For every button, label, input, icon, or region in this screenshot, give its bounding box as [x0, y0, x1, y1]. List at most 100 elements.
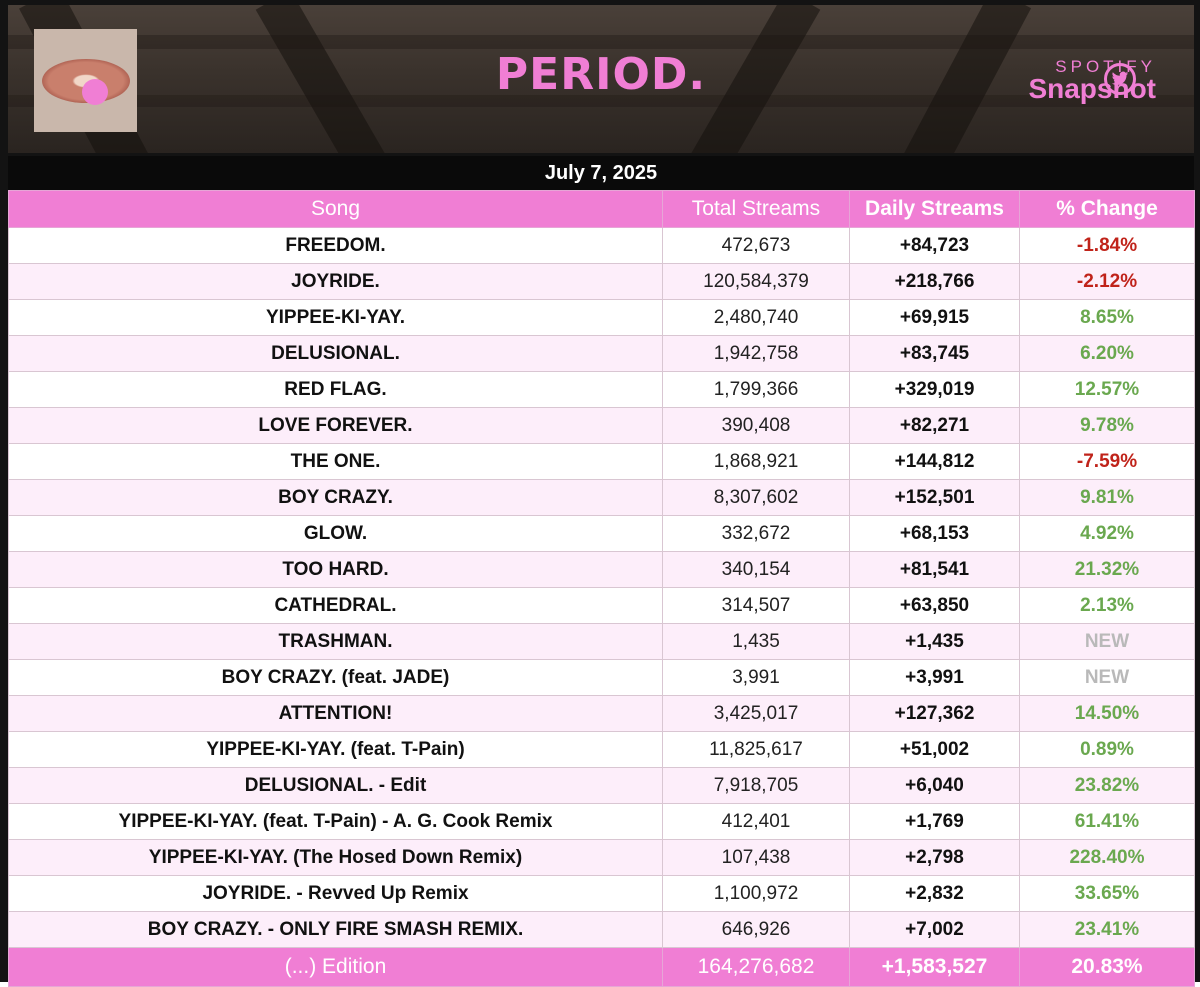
album-title: PERIOD. [495, 49, 707, 100]
column-header-total-streams: Total Streams [662, 190, 850, 228]
total-streams-cell: 1,799,366 [662, 371, 850, 408]
total-streams-cell: 314,507 [662, 587, 850, 624]
percent-change-cell: NEW [1019, 623, 1195, 660]
daily-streams-cell: +51,002 [849, 731, 1020, 768]
percent-change-cell: 0.89% [1019, 731, 1195, 768]
total-streams-cell: 7,918,705 [662, 767, 850, 804]
percent-change-cell: 2.13% [1019, 587, 1195, 624]
footer-song: (...) Edition [8, 947, 663, 987]
table-row: LOVE FOREVER. 390,408 +82,271 9.78% [8, 407, 1195, 444]
table-row: YIPPEE-KI-YAY. (The Hosed Down Remix) 107… [8, 839, 1195, 876]
daily-streams-cell: +2,832 [849, 875, 1020, 912]
daily-streams-cell: +69,915 [849, 299, 1020, 336]
total-streams-cell: 11,825,617 [662, 731, 850, 768]
total-streams-cell: 120,584,379 [662, 263, 850, 300]
song-cell: GLOW. [8, 515, 663, 552]
song-cell: TRASHMAN. [8, 623, 663, 660]
table-row: THE ONE. 1,868,921 +144,812 -7.59% [8, 443, 1195, 480]
daily-streams-cell: +144,812 [849, 443, 1020, 480]
footer-daily-streams: +1,583,527 [849, 947, 1020, 987]
table-row: JOYRIDE. 120,584,379 +218,766 -2.12% [8, 263, 1195, 300]
percent-change-cell: 14.50% [1019, 695, 1195, 732]
table-row: TOO HARD. 340,154 +81,541 21.32% [8, 551, 1195, 588]
percent-change-cell: 228.40% [1019, 839, 1195, 876]
daily-streams-cell: +82,271 [849, 407, 1020, 444]
song-cell: BOY CRAZY. [8, 479, 663, 516]
daily-streams-cell: +329,019 [849, 371, 1020, 408]
table-row: FREEDOM. 472,673 +84,723 -1.84% [8, 227, 1195, 264]
table-row: RED FLAG. 1,799,366 +329,019 12.57% [8, 371, 1195, 408]
percent-change-cell: 23.41% [1019, 911, 1195, 948]
total-streams-cell: 340,154 [662, 551, 850, 588]
percent-change-cell: 33.65% [1019, 875, 1195, 912]
song-cell: CATHEDRAL. [8, 587, 663, 624]
column-header-song: Song [8, 190, 663, 228]
table-row: TRASHMAN. 1,435 +1,435 NEW [8, 623, 1195, 660]
brand-top-text: SPOTIFY [1055, 57, 1156, 76]
total-streams-cell: 3,991 [662, 659, 850, 696]
song-cell: TOO HARD. [8, 551, 663, 588]
table-row: BOY CRAZY. 8,307,602 +152,501 9.81% [8, 479, 1195, 516]
brand-bottom-text: Snapshot [1028, 73, 1156, 104]
snapshot-date: July 7, 2025 [8, 156, 1194, 190]
percent-change-cell: 6.20% [1019, 335, 1195, 372]
table-footer-row: (...) Edition 164,276,682 +1,583,527 20.… [8, 947, 1195, 987]
table-row: DELUSIONAL. - Edit 7,918,705 +6,040 23.82% [8, 767, 1195, 804]
song-cell: JOYRIDE. - Revved Up Remix [8, 875, 663, 912]
percent-change-cell: 23.82% [1019, 767, 1195, 804]
table-header-row: Song Total Streams Daily Streams % Chang… [8, 190, 1195, 228]
table-row: BOY CRAZY. (feat. JADE) 3,991 +3,991 NEW [8, 659, 1195, 696]
twitter-bird-icon [1104, 63, 1136, 95]
total-streams-cell: 8,307,602 [662, 479, 850, 516]
percent-change-cell: 21.32% [1019, 551, 1195, 588]
song-cell: YIPPEE-KI-YAY. (feat. T-Pain) [8, 731, 663, 768]
percent-change-cell: -1.84% [1019, 227, 1195, 264]
total-streams-cell: 1,942,758 [662, 335, 850, 372]
daily-streams-cell: +1,769 [849, 803, 1020, 840]
total-streams-cell: 1,100,972 [662, 875, 850, 912]
daily-streams-cell: +6,040 [849, 767, 1020, 804]
daily-streams-cell: +68,153 [849, 515, 1020, 552]
album-cover-image [34, 29, 137, 132]
percent-change-cell: 9.81% [1019, 479, 1195, 516]
total-streams-cell: 412,401 [662, 803, 850, 840]
percent-change-cell: 4.92% [1019, 515, 1195, 552]
total-streams-cell: 107,438 [662, 839, 850, 876]
percent-change-cell: 9.78% [1019, 407, 1195, 444]
total-streams-cell: 1,868,921 [662, 443, 850, 480]
song-cell: BOY CRAZY. - ONLY FIRE SMASH REMIX. [8, 911, 663, 948]
table-row: JOYRIDE. - Revved Up Remix 1,100,972 +2,83… [8, 875, 1195, 912]
daily-streams-cell: +7,002 [849, 911, 1020, 948]
table-row: GLOW. 332,672 +68,153 4.92% [8, 515, 1195, 552]
song-cell: LOVE FOREVER. [8, 407, 663, 444]
table-row: YIPPEE-KI-YAY. 2,480,740 +69,915 8.65% [8, 299, 1195, 336]
song-cell: DELUSIONAL. - Edit [8, 767, 663, 804]
header-banner: PERIOD. SPOTIFY Snapshot [8, 5, 1194, 153]
daily-streams-cell: +152,501 [849, 479, 1020, 516]
song-cell: JOYRIDE. [8, 263, 663, 300]
song-cell: THE ONE. [8, 443, 663, 480]
table-row: YIPPEE-KI-YAY. (feat. T-Pain) - A. G. Co… [8, 803, 1195, 840]
total-streams-cell: 646,926 [662, 911, 850, 948]
song-cell: DELUSIONAL. [8, 335, 663, 372]
song-cell: FREEDOM. [8, 227, 663, 264]
column-header-daily-streams: Daily Streams [849, 190, 1020, 228]
total-streams-cell: 390,408 [662, 407, 850, 444]
table-row: ATTENTION! 3,425,017 +127,362 14.50% [8, 695, 1195, 732]
total-streams-cell: 472,673 [662, 227, 850, 264]
song-cell: BOY CRAZY. (feat. JADE) [8, 659, 663, 696]
song-cell: YIPPEE-KI-YAY. (feat. T-Pain) - A. G. Co… [8, 803, 663, 840]
daily-streams-cell: +127,362 [849, 695, 1020, 732]
streams-table: Song Total Streams Daily Streams % Chang… [8, 190, 1195, 987]
footer-total-streams: 164,276,682 [662, 947, 850, 987]
percent-change-cell: NEW [1019, 659, 1195, 696]
table-row: DELUSIONAL. 1,942,758 +83,745 6.20% [8, 335, 1195, 372]
percent-change-cell: 12.57% [1019, 371, 1195, 408]
percent-change-cell: -7.59% [1019, 443, 1195, 480]
daily-streams-cell: +83,745 [849, 335, 1020, 372]
song-cell: YIPPEE-KI-YAY. (The Hosed Down Remix) [8, 839, 663, 876]
percent-change-cell: 61.41% [1019, 803, 1195, 840]
daily-streams-cell: +63,850 [849, 587, 1020, 624]
table-row: CATHEDRAL. 314,507 +63,850 2.13% [8, 587, 1195, 624]
